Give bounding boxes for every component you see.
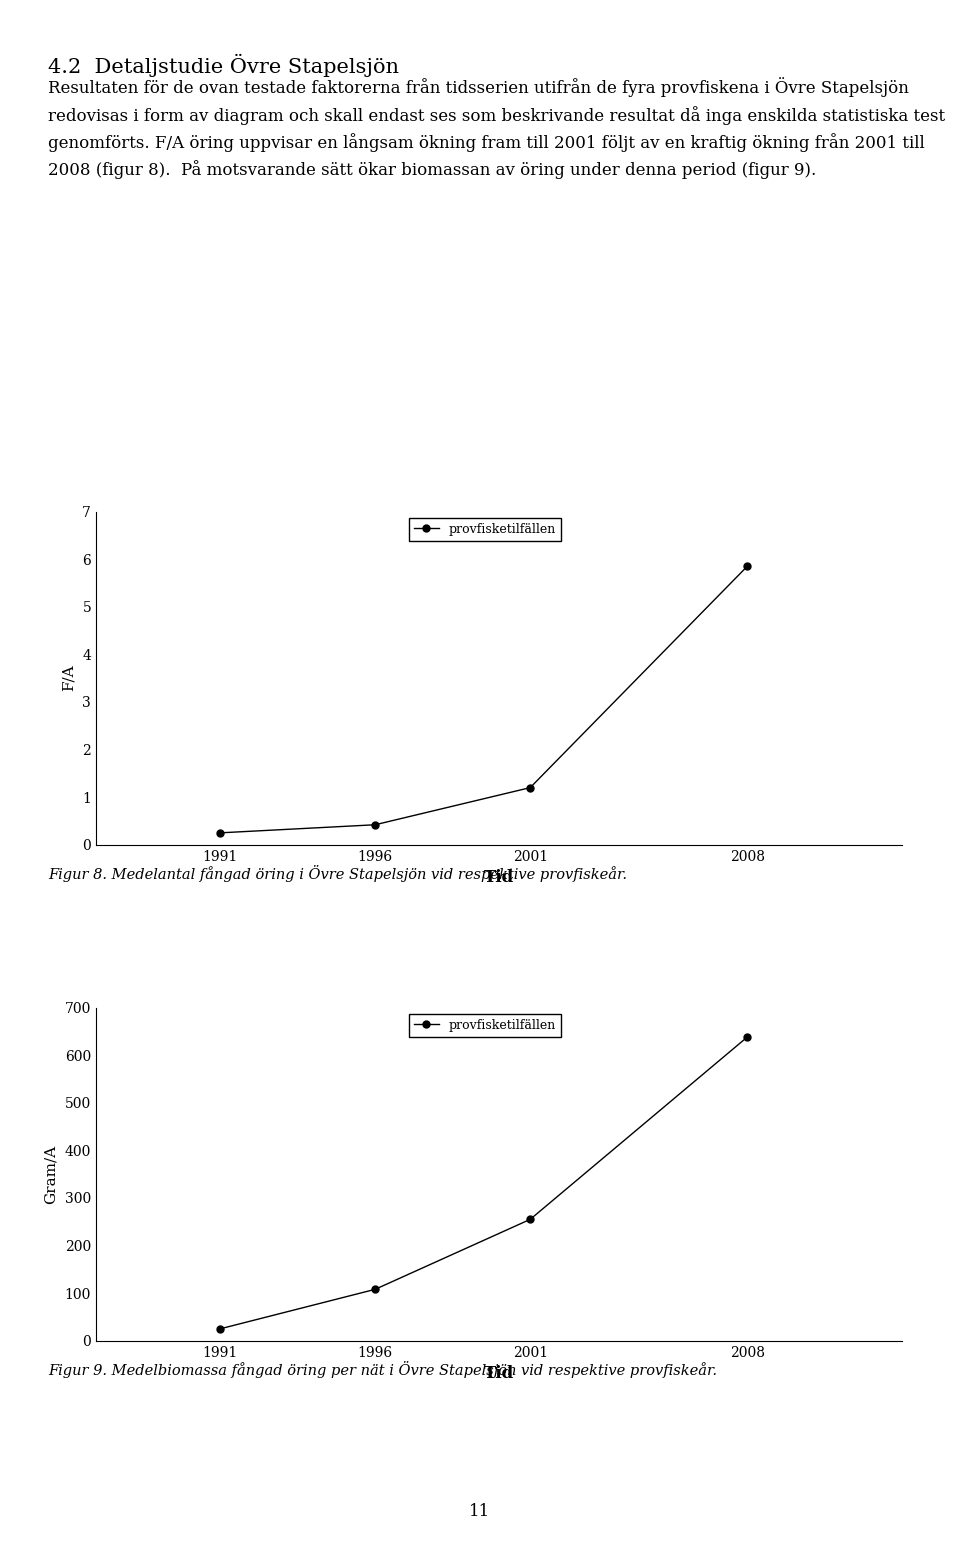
provfisketilfällen	[214, 823, 226, 842]
provfisketilfällen	[370, 1280, 381, 1299]
provfisketilfällen	[524, 778, 536, 797]
provfisketilfällen	[741, 556, 753, 575]
Text: 4.2  Detaljstudie Övre Stapelsjön: 4.2 Detaljstudie Övre Stapelsjön	[48, 54, 399, 78]
Legend: provfisketilfällen: provfisketilfällen	[409, 518, 561, 541]
Text: Resultaten för de ovan testade faktorerna från tidsserien utifrån de fyra provfi: Resultaten för de ovan testade faktorern…	[48, 78, 946, 178]
provfisketilfällen	[370, 815, 381, 834]
X-axis label: Tid: Tid	[484, 870, 515, 887]
Legend: provfisketilfällen: provfisketilfällen	[409, 1014, 561, 1037]
Text: Figur 9. Medelbiomassa fångad öring per nät i Övre Stapelsjön vid respektive pro: Figur 9. Medelbiomassa fångad öring per …	[48, 1361, 717, 1378]
X-axis label: Tid: Tid	[484, 1366, 515, 1383]
Line: provfisketilfällen: provfisketilfällen	[217, 1034, 751, 1333]
Y-axis label: Gram/A: Gram/A	[44, 1144, 58, 1204]
Line: provfisketilfällen: provfisketilfällen	[217, 563, 751, 837]
provfisketilfällen	[741, 1028, 753, 1046]
provfisketilfällen	[214, 1319, 226, 1338]
provfisketilfällen	[524, 1211, 536, 1229]
Text: 11: 11	[469, 1504, 491, 1519]
Y-axis label: F/A: F/A	[61, 665, 75, 691]
Text: Figur 8. Medelantal fångad öring i Övre Stapelsjön vid respektive provfiskeår.: Figur 8. Medelantal fångad öring i Övre …	[48, 865, 627, 882]
